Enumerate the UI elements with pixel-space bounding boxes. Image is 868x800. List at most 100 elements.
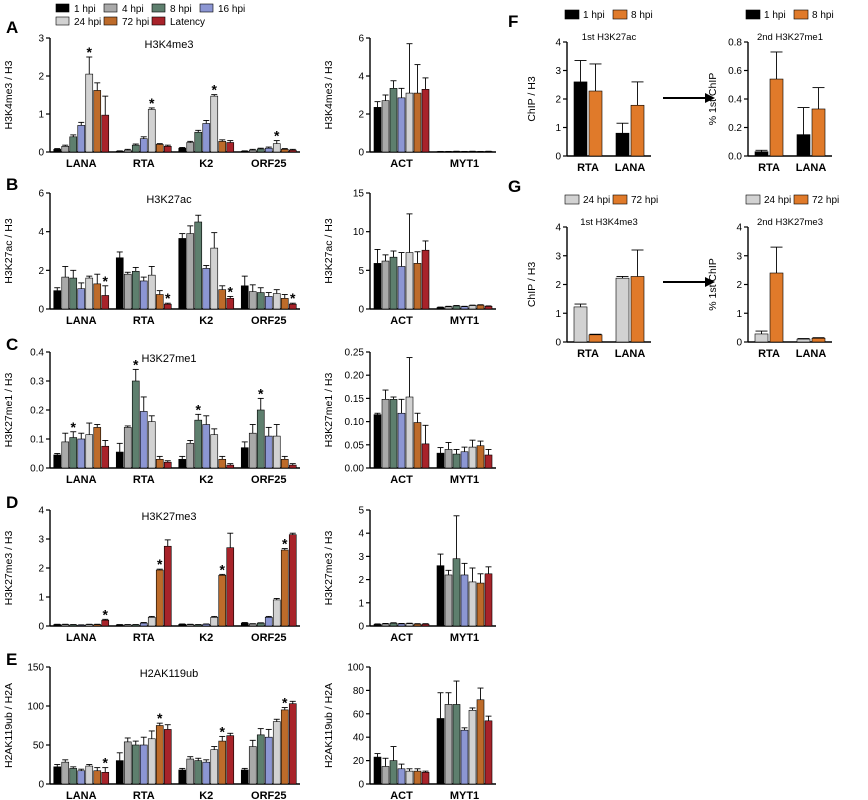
arrows-layer [663,93,715,287]
bar [769,78,784,157]
bar [131,744,140,785]
significance-star: * [157,710,163,726]
category-label: RTA [133,158,155,170]
bar [93,90,102,153]
significance-star: * [133,356,139,372]
bar [226,142,235,153]
bar [163,146,172,153]
legend-label: 72 hpi [122,17,149,28]
bar [264,616,273,627]
bar [288,464,297,469]
bar [264,435,273,469]
bar [155,569,164,627]
y-tick-label: 150 [27,663,44,674]
bar [77,438,86,469]
category-label: LANA [796,348,827,360]
legend-swatch [199,3,214,13]
category-label: MYT1 [450,790,479,800]
y-tick-label: 0.1 [30,435,44,446]
y-tick-label: 100 [27,702,44,713]
category-label: RTA [577,162,599,174]
bar [373,414,382,469]
significance-star: * [87,44,93,60]
legend-swatch [103,16,118,26]
bar [147,421,156,469]
y-tick-label: 4 [555,38,561,49]
bar [436,307,445,310]
legend-swatch [612,194,628,205]
bar [373,756,382,785]
bar [754,151,769,157]
bar [218,740,227,785]
bar [210,616,219,627]
legend-swatch [745,9,761,20]
y-axis-label: % 1st ChIP [707,258,719,311]
category-label: K2 [199,315,213,327]
bar [131,380,140,469]
bar [186,624,195,627]
bar [194,624,203,627]
chart-legend: 1 hpi 8 hpi [564,9,653,21]
bar [280,549,289,627]
y-axis-label: H3K27me1 / H3 [323,372,335,447]
bar [615,132,630,157]
bar [484,573,493,627]
bar [811,108,826,157]
y-axis-label: H3K4me3 / H3 [3,60,15,129]
bar [460,729,469,785]
chart-title: 2nd H3K27me1 [757,32,823,43]
y-tick-label: 0.0 [30,464,44,475]
legend-label: 24 hpi [583,195,610,206]
panel-letter-F: F [508,12,518,31]
y-tick-label: 50 [33,741,45,752]
y-tick-label: 0 [555,152,561,163]
y-tick-label: 0 [38,622,44,633]
bar [588,334,603,343]
bar [147,274,156,310]
legend-swatch [612,9,628,20]
bar [452,305,461,310]
category-label: ORF25 [251,790,286,800]
chart-B-left: 0 2 4 6 H3K27ac / H3 H3K27ac LANA RTA K2 ORF25 * * *… [3,175,300,327]
bar [69,136,78,153]
bar [163,729,172,785]
main-legend: 1 hpi 4 hpi 8 hpi 16 hpi 24 hpi 72 hpi Latency [55,3,245,28]
bar [202,424,211,469]
bar [202,268,211,310]
bar [202,623,211,627]
bar [397,97,406,153]
y-tick-label: 3 [358,552,364,563]
chart-C-left: 0.0 0.1 0.2 0.3 0.4 H3K27me1 / H3 H3K27me1 LANA… [3,335,300,486]
bar [101,445,110,469]
category-label: RTA [133,790,155,800]
y-axis-label: H3K27me1 / H3 [3,372,15,447]
bar [468,446,477,469]
bar [436,452,445,469]
bar [69,624,78,627]
bar [444,449,453,469]
bar [77,125,86,153]
chart-F-left: 0 1 2 3 4 ChIP / H3 1st H3K27ac RTA LANA F 1 hpi 8 … [508,9,653,174]
bar [573,306,588,343]
bar [147,616,156,627]
bar [194,131,203,153]
bar [381,766,390,785]
bar [405,252,414,310]
bar [444,704,453,785]
y-tick-label: 2 [38,72,44,83]
significance-star: * [228,283,234,299]
bar [115,760,124,785]
y-tick-label: 0.3 [30,377,44,388]
significance-star: * [258,385,264,401]
legend-label: 24 hpi [74,17,101,28]
bar [436,718,445,785]
bar [389,622,398,627]
bar [288,703,297,785]
y-tick-label: 4 [358,529,364,540]
bar [115,624,124,627]
legend-label: 8 hpi [812,10,834,21]
bar [381,260,390,310]
y-tick-label: 6 [38,189,44,200]
bar [811,337,826,343]
